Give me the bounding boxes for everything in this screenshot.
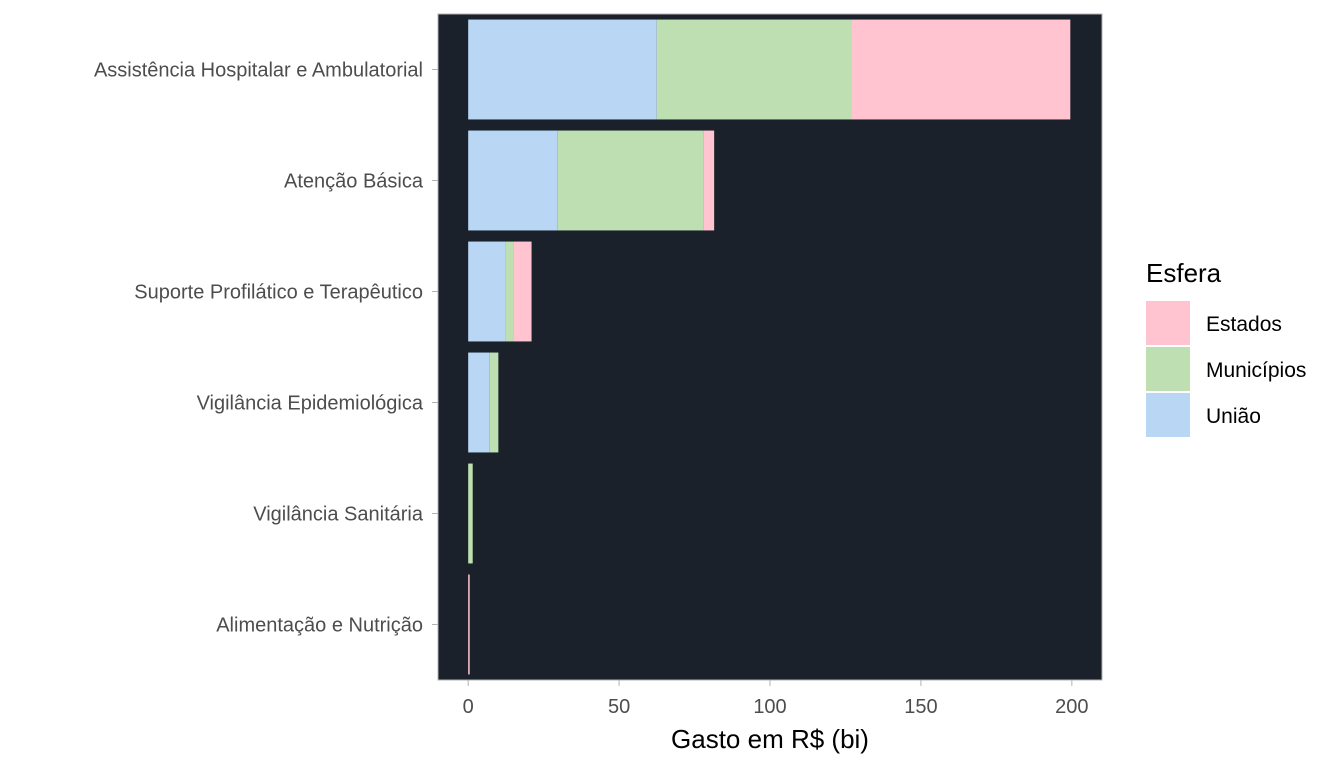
bar-uni-o-1	[468, 130, 558, 231]
bar-munic-pios-4	[468, 463, 473, 564]
bar-estados-2	[513, 241, 532, 342]
bars-group	[468, 19, 1071, 675]
y-tick-label: Vigilância Sanitária	[253, 504, 424, 526]
x-tick-label: 50	[608, 696, 630, 718]
bar-estados-5	[468, 574, 470, 675]
legend-label: União	[1206, 405, 1261, 428]
bar-estados-1	[703, 130, 715, 231]
bar-uni-o-3	[468, 352, 490, 453]
legend-label: Municípios	[1206, 359, 1306, 382]
x-tick-label: 100	[753, 696, 786, 718]
legend: Esfera Estados Municípios União	[1146, 258, 1306, 437]
y-tick-label: Alimentação e Nutrição	[216, 615, 423, 637]
bar-uni-o-2	[468, 241, 506, 342]
bar-estados-0	[851, 19, 1071, 120]
legend-key-estados	[1146, 301, 1190, 345]
bar-munic-pios-2	[505, 241, 514, 342]
y-tick-label: Assistência Hospitalar e Ambulatorial	[94, 60, 423, 82]
x-axis-title: Gasto em R$ (bi)	[671, 724, 869, 754]
legend-key-munic-pios	[1146, 347, 1190, 391]
legend-title: Esfera	[1146, 258, 1222, 288]
x-tick-label: 200	[1055, 696, 1088, 718]
y-tick-label: Atenção Básica	[284, 171, 424, 193]
y-tick-label: Suporte Profilático e Terapêutico	[134, 282, 423, 304]
legend-label: Estados	[1206, 313, 1282, 336]
bar-munic-pios-1	[557, 130, 704, 231]
legend-key-uni-o	[1146, 393, 1190, 437]
x-tick-label: 150	[904, 696, 937, 718]
x-axis: 0 50 100 150 200	[463, 680, 1089, 718]
bar-munic-pios-0	[656, 19, 852, 120]
bar-uni-o-0	[468, 19, 657, 120]
x-tick-label: 0	[463, 696, 474, 718]
y-axis: Assistência Hospitalar e Ambulatorial Ate…	[94, 60, 438, 637]
plot-panel	[437, 13, 1103, 681]
bar-munic-pios-3	[489, 352, 499, 453]
y-tick-label: Vigilância Epidemiológica	[197, 393, 424, 415]
